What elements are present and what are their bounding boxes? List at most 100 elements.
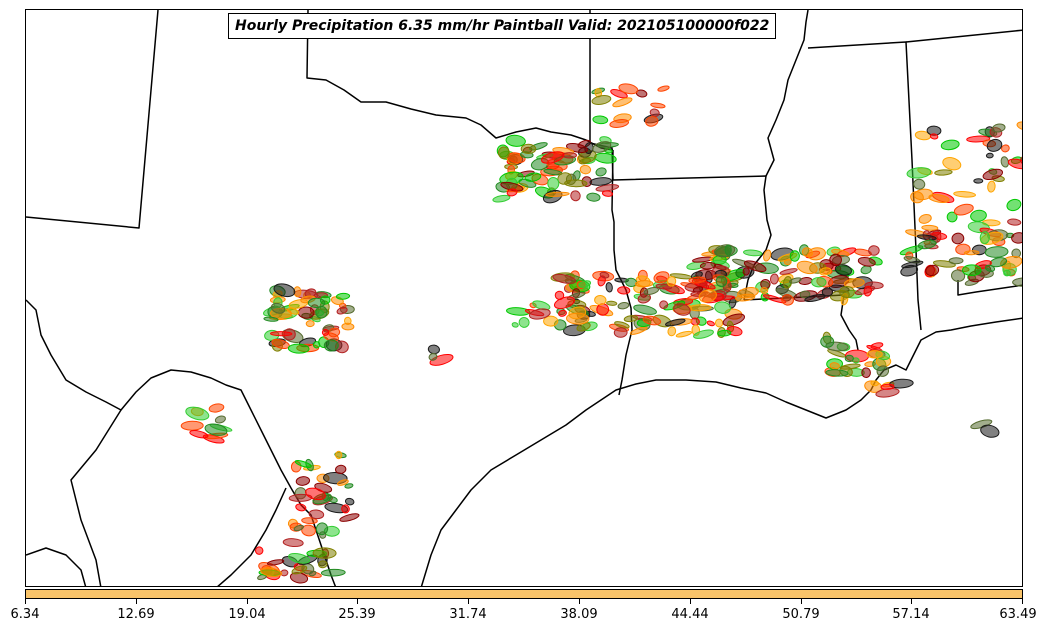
colorbar-tick-mark [911, 599, 912, 604]
boundary-la-ms [743, 294, 859, 351]
paintball-contour [673, 303, 691, 316]
paintball-contour [665, 318, 686, 327]
paintball-contour [633, 304, 657, 315]
paintball-contour [760, 287, 769, 294]
paintball-contour [953, 191, 976, 198]
paintball-contour [916, 234, 937, 241]
paintball-contour [511, 322, 519, 328]
paintball-contour [592, 141, 612, 153]
paintball-contour [505, 134, 526, 147]
paintball-contour [270, 331, 293, 337]
paintball-contour [688, 276, 707, 284]
paintball-contour [1003, 269, 1011, 277]
map-panel [25, 9, 1023, 587]
colorbar-tick-label: 25.39 [338, 607, 376, 622]
paintball-contour [189, 430, 209, 439]
paintball-contour [601, 190, 614, 197]
colorbar-tick-mark [1022, 599, 1023, 604]
paintball-contour [918, 213, 932, 224]
paintball-contour [844, 354, 854, 363]
paintball-contour [547, 177, 560, 190]
paintball-contour [789, 277, 802, 284]
paintball-contour [335, 464, 347, 475]
boundary-ok-ks [306, 10, 614, 151]
paintball-contour [653, 271, 670, 284]
paintball-contour [308, 509, 325, 520]
paintball-contour [554, 290, 565, 301]
paintball-contour [962, 264, 982, 277]
paintball-contour [980, 424, 1000, 438]
paintball-contour [579, 164, 592, 175]
paintball-contour [984, 246, 1009, 258]
colorbar-tick-label: 12.69 [117, 607, 155, 622]
paintball-contour [811, 276, 827, 288]
paintball-contour [315, 305, 328, 319]
paintball-contour [934, 169, 953, 176]
boundary-al-ga [905, 29, 1022, 43]
paintball-contour [667, 326, 677, 337]
paintball-contour [946, 211, 958, 223]
paintball-contour [1006, 198, 1022, 212]
paintball-contour [789, 250, 800, 262]
paintball-contour [318, 560, 328, 569]
paintball-contour [301, 517, 318, 525]
paintball-contour [970, 209, 987, 222]
paintball-contour [344, 483, 354, 489]
paintball-contour [763, 249, 772, 262]
paintball-contour [273, 283, 296, 298]
paintball-contour [863, 285, 873, 297]
paintball-contour [634, 280, 654, 288]
paintball-contour [295, 503, 307, 512]
paintball-contour [973, 178, 984, 184]
paintball-contour [860, 265, 872, 275]
paintball-contour [579, 157, 591, 165]
paintball-contour [951, 269, 966, 283]
paintball-contour [282, 538, 304, 548]
paintball-contour [625, 277, 638, 288]
paintball-contour [666, 276, 677, 287]
paintball-contour [742, 267, 750, 276]
boundary-ga-fl [957, 280, 1022, 296]
paintball-contour [987, 180, 996, 193]
paintball-contour [870, 380, 879, 387]
colorbar-tick-mark [136, 599, 137, 604]
paintball-contour [953, 203, 974, 216]
paintball-contour [617, 286, 631, 295]
paintball-contour [843, 278, 865, 288]
paintball-contour [295, 476, 311, 486]
paintball-contour [578, 280, 592, 288]
paintball-contour [880, 383, 895, 390]
paintball-contour [984, 264, 996, 272]
paintball-contour [606, 300, 618, 306]
paintball-contour [982, 168, 1004, 181]
paintball-contour [901, 260, 924, 269]
map-title: Hourly Precipitation 6.35 mm/hr Paintbal… [228, 13, 777, 39]
boundary-baja-coast [26, 547, 87, 586]
paintball-contour [910, 191, 924, 204]
boundary-rio-grande [26, 299, 337, 586]
paintball-contour [344, 497, 355, 506]
paintball-contour [528, 308, 551, 320]
paintball-contour [260, 567, 283, 577]
paintball-contour [650, 102, 666, 109]
paintball-contour [693, 329, 714, 339]
paintball-contour [699, 261, 717, 270]
paintball-contour [552, 273, 577, 284]
boundary-mexico-inner [70, 409, 122, 586]
paintball-contour [629, 326, 648, 335]
paintball-contour [570, 190, 581, 202]
paintball-contour [594, 294, 607, 306]
paintball-contour [966, 135, 991, 143]
paintball-contour [1007, 218, 1022, 226]
paintball-contour [566, 312, 590, 325]
paintball-contour [506, 188, 518, 197]
paintball-contour [737, 287, 759, 299]
paintball-contour [796, 260, 818, 275]
paintball-contour [804, 294, 826, 302]
paintball-contour [1012, 277, 1022, 287]
paintball-contour [305, 320, 315, 328]
paintball-contour [312, 547, 337, 559]
paintball-contour [617, 302, 630, 310]
paintball-contour [724, 244, 732, 256]
paintball-contour [649, 108, 660, 117]
